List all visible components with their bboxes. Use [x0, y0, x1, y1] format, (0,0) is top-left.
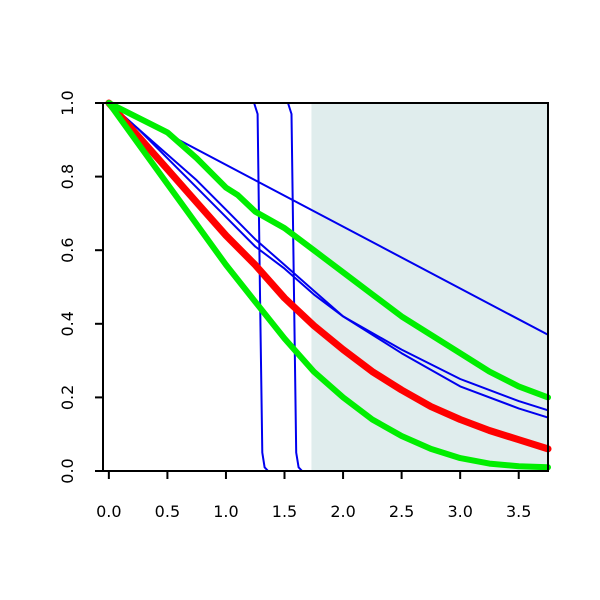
shaded-region [311, 103, 548, 471]
series-line-7 [105, 100, 551, 401]
x-tick-label: 3.0 [447, 502, 472, 521]
x-tick-label: 0.0 [96, 502, 121, 521]
y-tick-label: 1.0 [58, 90, 77, 115]
series-line-3 [107, 102, 549, 419]
x-tick-label: 2.5 [389, 502, 414, 521]
y-tick-label: 0.0 [58, 458, 77, 483]
y-tick-label: 0.6 [58, 237, 77, 262]
x-tick-label: 1.0 [213, 502, 238, 521]
y-tick-label: 0.8 [58, 164, 77, 189]
x-tick-label: 2.0 [330, 502, 355, 521]
series-line-6 [105, 99, 552, 453]
series-line-8 [105, 100, 551, 471]
series-line-2 [107, 102, 549, 412]
plot-frame [102, 102, 549, 472]
x-tick-label: 1.5 [272, 502, 297, 521]
y-tick-label: 0.4 [58, 311, 77, 336]
y-tick-label: 0.2 [58, 385, 77, 410]
axis-layer: 0.0 0.5 1.0 1.5 2.0 2.5 3.0 3.5 0.0 0.2 0.4 0.6 0.8 1… [58, 90, 549, 521]
x-tick-label: 3.5 [506, 502, 531, 521]
series-layer [105, 99, 552, 472]
x-tick-label: 0.5 [155, 502, 180, 521]
